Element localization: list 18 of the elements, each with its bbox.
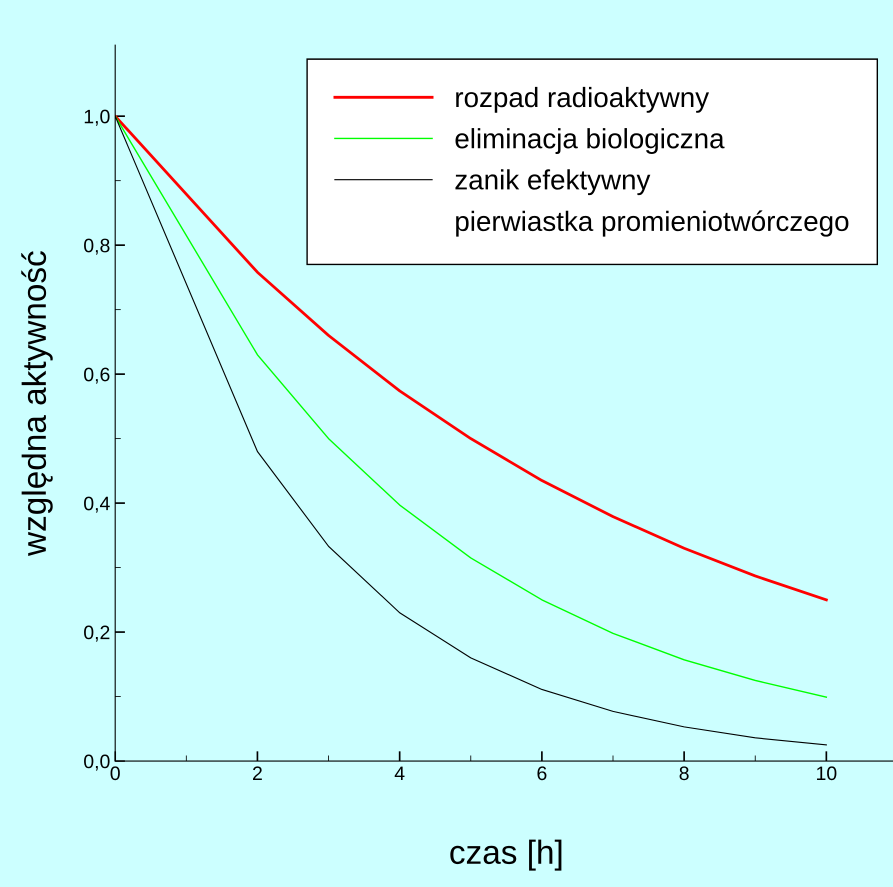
y-tick-label: 0,0 [84,754,110,771]
x-tick-label: 6 [537,766,546,780]
x-tick-label: 4 [394,766,404,780]
x-tick-label: 8 [680,766,689,780]
x-tick-label: 0 [110,766,120,780]
x-axis-title: czas [h] [450,840,562,871]
legend-label: rozpad radioaktywny [456,86,710,113]
x-tick-label: 10 [817,766,836,780]
y-tick-label: 0,6 [84,368,110,384]
legend-label: zanik efektywny [455,169,650,196]
x-tick-label: 2 [253,766,262,780]
y-tick-label: 0,2 [84,626,110,642]
y-tick-label: 1,0 [84,110,110,126]
y-axis-title: względna aktywność [21,251,53,556]
legend-label: eliminacja biologiczna [456,128,725,154]
y-tick-label: 0,8 [84,238,110,255]
y-tick-label: 0,4 [84,496,110,513]
annotation: pierwiastka promieniotwórczego [456,210,848,237]
